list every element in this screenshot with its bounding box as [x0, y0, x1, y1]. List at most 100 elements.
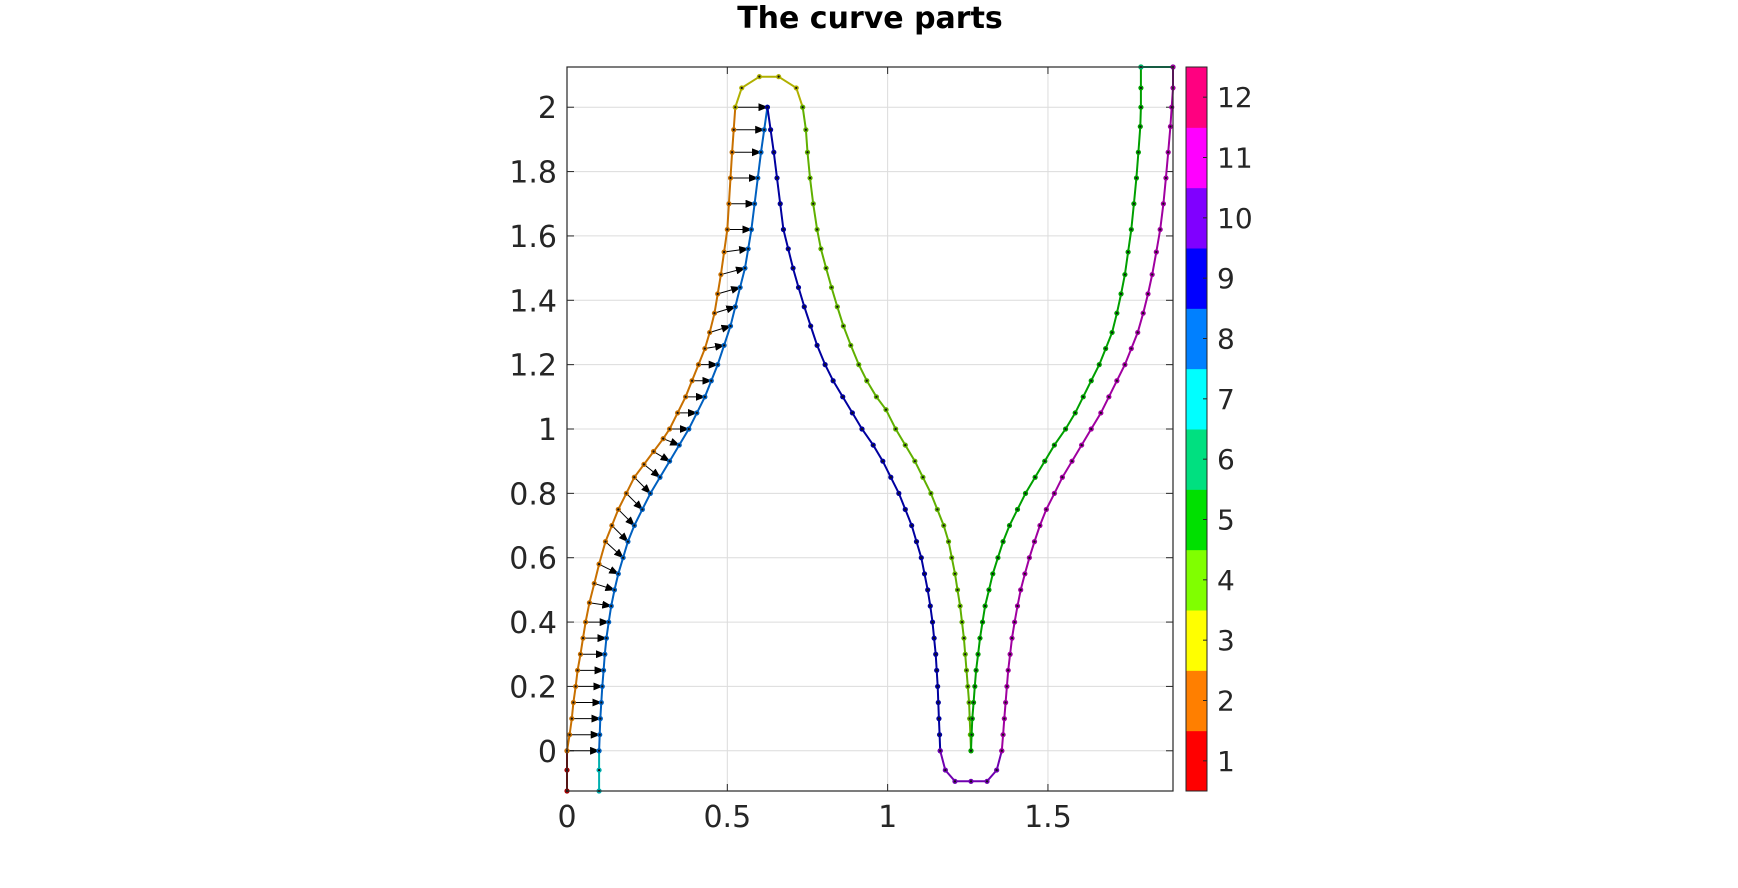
curve-point-center	[570, 717, 573, 720]
curve-point-center	[836, 305, 839, 308]
curve-point-center	[950, 556, 953, 559]
curve-point-center	[1164, 176, 1168, 180]
curve-point-center	[716, 363, 719, 366]
x-tick-label: 0	[557, 800, 576, 835]
colorbar-segment	[1186, 248, 1207, 309]
curve-point-center	[772, 151, 775, 154]
curve-point-center	[953, 572, 957, 575]
curve-point-center	[966, 685, 969, 688]
curve-point-center	[934, 653, 937, 656]
curve-point-center	[815, 344, 819, 347]
curve-point-center	[953, 780, 957, 783]
curve-point-center	[1074, 411, 1077, 415]
colorbar-segment	[1186, 67, 1207, 128]
curve-point-center	[1115, 379, 1118, 382]
curve-point-center	[1123, 363, 1127, 366]
curve-point-center	[1053, 492, 1056, 495]
colorbar-label: 1	[1217, 745, 1235, 778]
curve-point-center	[935, 669, 938, 672]
curve-point-center	[976, 653, 980, 656]
curve-point-center	[658, 476, 662, 479]
curve-point-center	[1028, 556, 1031, 559]
curve-point-center	[622, 556, 625, 559]
curve-point-center	[795, 86, 798, 90]
colorbar-segment	[1186, 730, 1207, 792]
curve-point-center	[676, 411, 679, 415]
colorbar-segment	[1186, 368, 1207, 430]
normal-arrow	[617, 509, 636, 527]
curve-point-center	[1034, 476, 1037, 479]
curve-point-center	[1001, 733, 1005, 736]
curve-point-center	[750, 228, 753, 231]
curve-point-center	[626, 540, 630, 543]
curve-part-10	[937, 748, 1005, 784]
curve-point-center	[652, 450, 655, 453]
curve-point-center	[913, 460, 916, 463]
curve-point-center	[819, 247, 823, 250]
curve-point-center	[1003, 717, 1006, 720]
curve-point-center	[995, 768, 998, 772]
colorbar-segment	[1186, 610, 1207, 671]
y-tick-label: 0.6	[509, 542, 557, 577]
curve-point-center	[1130, 347, 1133, 350]
curve-point-center	[662, 437, 665, 440]
curve-point-center	[1019, 588, 1022, 591]
curve-point-center	[910, 524, 913, 527]
curve-point-center	[1130, 228, 1133, 231]
curve-point-center	[588, 601, 591, 604]
colorbar-label: 11	[1217, 142, 1253, 175]
curve-point-center	[1137, 151, 1140, 154]
curve-point-center	[804, 128, 807, 131]
curve-point-center	[889, 476, 892, 479]
curve-point-center	[593, 582, 596, 585]
curve-point-center	[985, 780, 989, 783]
colorbar-segment	[1186, 308, 1207, 370]
colorbar-segment	[1186, 489, 1207, 551]
normal-arrow	[704, 342, 726, 351]
curve-point-center	[723, 344, 726, 347]
curve-point-center	[933, 637, 936, 640]
curve-point-center	[597, 749, 601, 752]
curve-point-center	[1080, 443, 1083, 447]
curve-point-center	[921, 476, 925, 479]
curve-point-center	[920, 556, 923, 559]
curve-point-center	[991, 572, 994, 575]
y-ticks: 0 0.2 0.4 0.6 0.8 1 1.2 1.4 1.6 1.8 2	[509, 91, 1173, 770]
curve-point-center	[727, 202, 731, 205]
colorbar-segment	[1186, 127, 1207, 189]
curve-point-center	[579, 653, 582, 656]
curve-point-center	[684, 395, 687, 398]
curve-point-center	[1090, 427, 1093, 431]
curve-point-center	[668, 427, 671, 431]
curve-point-center	[929, 604, 932, 608]
curve-point-center	[695, 411, 698, 415]
curve-point-center	[775, 176, 779, 180]
curve-point-center	[851, 411, 854, 415]
curve-point-center	[936, 508, 939, 511]
curve-point-center	[710, 379, 713, 382]
normal-arrow	[605, 541, 624, 559]
curve-point-center	[1132, 202, 1135, 205]
curve-point-center	[872, 443, 875, 447]
curve-part-9	[764, 104, 943, 754]
y-tick-label: 2	[538, 91, 557, 126]
curve-point-center	[1115, 312, 1118, 315]
curve-point-center	[729, 324, 732, 328]
curve-point-center	[881, 460, 884, 463]
normal-arrow	[653, 451, 671, 462]
colorbar-label: 5	[1217, 504, 1235, 537]
curve-point-center	[865, 379, 868, 382]
curve-point-center	[766, 106, 769, 109]
curve-point-center	[1139, 106, 1143, 109]
curve-point-center	[607, 620, 610, 624]
curve-point-center	[641, 508, 644, 511]
curve-point-center	[964, 653, 967, 656]
curve-point-center	[962, 637, 966, 640]
curve-point-center	[601, 685, 604, 688]
curve-part-8	[596, 104, 770, 754]
curve-point-center	[769, 128, 772, 131]
curve-point-center	[678, 443, 681, 447]
curve-point-center	[1139, 86, 1143, 90]
curve-point-center	[956, 588, 959, 591]
